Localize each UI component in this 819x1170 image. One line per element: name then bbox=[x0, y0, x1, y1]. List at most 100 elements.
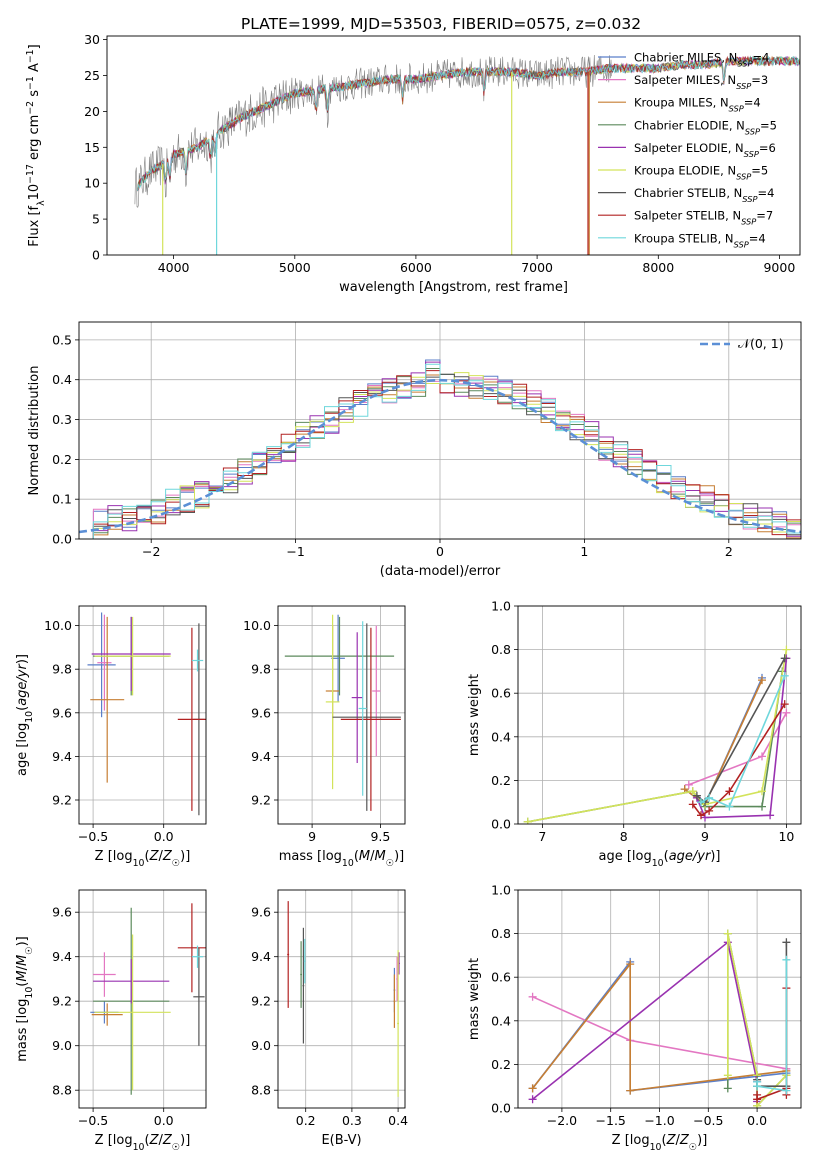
weight-marker bbox=[782, 955, 791, 964]
grid bbox=[79, 890, 206, 1108]
plot-area bbox=[528, 929, 791, 1108]
label-part: mass [log bbox=[279, 849, 342, 864]
label-part: ☉ bbox=[24, 946, 35, 954]
y-axis-label: mass weight bbox=[467, 674, 482, 756]
axes-frame bbox=[106, 35, 801, 256]
label-part: 10 bbox=[650, 1142, 662, 1153]
x-tick-label: 0.0 bbox=[747, 1113, 767, 1128]
errorbar-point bbox=[177, 903, 206, 993]
weight-line bbox=[696, 658, 788, 819]
errorbar-point bbox=[91, 1003, 123, 1026]
axes-frame bbox=[517, 889, 802, 1109]
label-part: 10 bbox=[24, 987, 35, 999]
errorbar-point bbox=[287, 901, 290, 1008]
y-tick-label: 0.0 bbox=[52, 532, 72, 547]
errorbar-point bbox=[303, 938, 306, 984]
weight-marker bbox=[692, 791, 701, 800]
weight-marker bbox=[766, 811, 775, 820]
label-part: 10 bbox=[27, 184, 42, 201]
y-tick-label: 0.2 bbox=[491, 773, 511, 788]
errorbar-point bbox=[87, 612, 116, 718]
x-tick-label: 8000 bbox=[642, 260, 674, 275]
axes-frame bbox=[78, 605, 207, 825]
label-part: ( bbox=[662, 1133, 667, 1148]
legend: 𝒩(0, 1) bbox=[700, 336, 784, 351]
x-tick-label: 0.0 bbox=[154, 829, 174, 844]
weight-line bbox=[527, 649, 788, 823]
label-part: SSP bbox=[736, 172, 751, 182]
label-part: SSP bbox=[742, 194, 757, 204]
errorbar-point bbox=[94, 616, 171, 696]
label-part: Kroupa STELIB, N bbox=[634, 231, 734, 245]
weight-marker bbox=[697, 811, 705, 820]
y-tick-label: 9.0 bbox=[52, 1038, 72, 1053]
label-part: 10 bbox=[24, 711, 35, 723]
x-axis-label: Z [log10(Z/Z☉)] bbox=[95, 1133, 191, 1153]
axes-spectrum: 4000 5000 6000 7000 8000 9000 0 5 10 15 20 25 30 wave… bbox=[25, 32, 801, 295]
label-part: / bbox=[370, 849, 375, 864]
label-part: / bbox=[158, 1133, 163, 1148]
x-tick-label: 0.4 bbox=[388, 1113, 408, 1128]
x-axis-label: wavelength [Angstrom, rest frame] bbox=[339, 280, 568, 295]
y-axis-label: Normed distribution bbox=[27, 366, 42, 496]
label-part: Z [log bbox=[95, 1133, 133, 1148]
label-part: =4 bbox=[749, 231, 766, 245]
label-part: age [log bbox=[15, 723, 30, 776]
label-part: ( bbox=[664, 849, 669, 864]
x-tick-label: 1 bbox=[580, 544, 588, 559]
ticks: −0.5 0.0 9.2 9.4 9.6 9.8 10.0 bbox=[44, 618, 174, 844]
y-tick-label: 0.2 bbox=[52, 452, 72, 467]
plot-area bbox=[87, 612, 206, 816]
y-tick-label: 9.2 bbox=[52, 793, 72, 808]
y-tick-label: 0.0 bbox=[491, 1101, 511, 1116]
y-tick-label: 1.0 bbox=[491, 599, 511, 614]
x-axis-label: mass [log10(M/M☉)] bbox=[279, 849, 405, 869]
weight-marker bbox=[782, 938, 791, 947]
label-part: SSP bbox=[741, 217, 756, 227]
y-tick-label: 10.0 bbox=[44, 618, 72, 633]
weight-marker bbox=[758, 787, 766, 796]
y-tick-label: 9.6 bbox=[251, 705, 271, 720]
errorbar-point bbox=[372, 625, 381, 757]
label-part: )] bbox=[15, 654, 30, 664]
y-tick-label: 0.8 bbox=[491, 642, 511, 657]
residual-histogram bbox=[79, 363, 801, 539]
label-part: Flux [f bbox=[27, 205, 42, 246]
label-part: ☉ bbox=[386, 858, 394, 869]
weight-marker bbox=[528, 992, 537, 1001]
x-tick-label: 10 bbox=[778, 829, 794, 844]
plot-area bbox=[90, 903, 206, 1095]
y-tick-label: 9.8 bbox=[251, 662, 271, 677]
label-part: age/yr bbox=[15, 662, 30, 705]
label-part: / bbox=[15, 965, 30, 970]
x-tick-label: 7 bbox=[538, 829, 546, 844]
weight-marker bbox=[753, 1095, 762, 1104]
y-tick-label: 9.4 bbox=[251, 949, 271, 964]
label-part: )] bbox=[394, 849, 404, 864]
x-tick-label: −0.5 bbox=[693, 1113, 723, 1128]
label-part: Z [log bbox=[612, 1133, 650, 1148]
weight-marker bbox=[705, 806, 714, 815]
label-part: Salpeter ELODIE, N bbox=[634, 141, 744, 155]
y-axis-label: mass [log10(M/M☉)] bbox=[15, 936, 35, 1062]
label-part: =3 bbox=[751, 73, 768, 87]
y-tick-label: 0.4 bbox=[491, 729, 511, 744]
ticks: 9 9.5 9.2 9.4 9.6 9.8 10.0 bbox=[243, 618, 390, 844]
plot-area bbox=[79, 359, 801, 539]
label-part: Kroupa MILES, N bbox=[634, 96, 729, 110]
ticks: 4000 5000 6000 7000 8000 9000 0 5 10 15 20 25 30 bbox=[84, 32, 795, 275]
errorbar-point bbox=[91, 616, 171, 691]
label-part: =4 bbox=[752, 51, 769, 65]
label-part: 10 bbox=[133, 1142, 145, 1153]
errorbar-point bbox=[302, 927, 305, 1044]
label-part: Chabrier STELIB, N bbox=[634, 186, 742, 200]
weight-marker bbox=[684, 780, 693, 789]
label-part: ( bbox=[145, 849, 150, 864]
weight-marker bbox=[782, 708, 791, 717]
weight-marker bbox=[626, 960, 635, 969]
x-tick-label: 0.2 bbox=[296, 1113, 316, 1128]
x-axis-label: Z [log10(Z/Z☉)] bbox=[612, 1133, 708, 1153]
y-tick-label: 0.0 bbox=[491, 817, 511, 832]
